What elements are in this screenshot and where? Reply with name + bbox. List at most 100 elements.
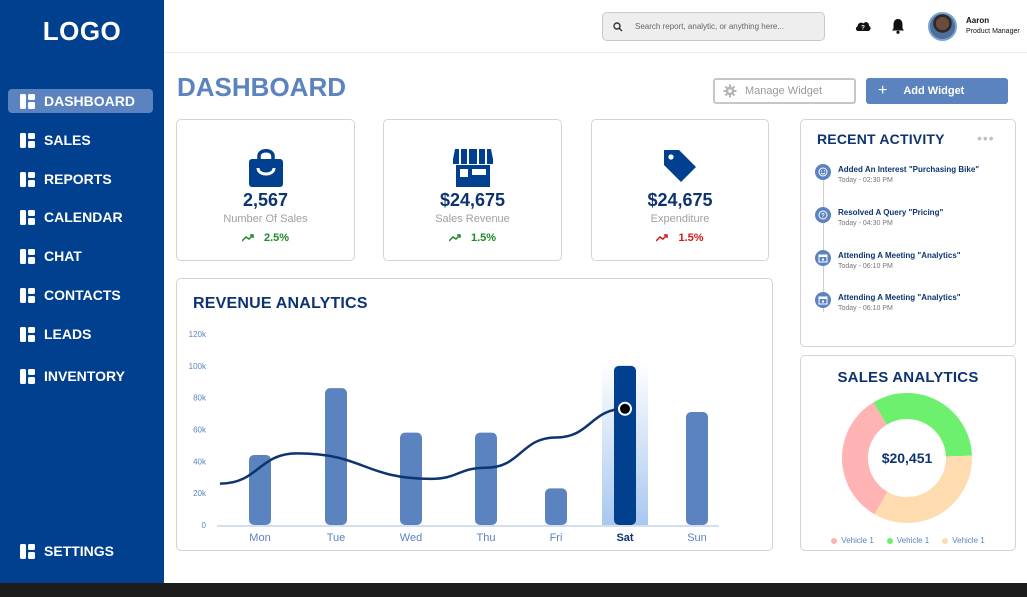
sidebar-item-label: CONTACTS [44, 287, 121, 303]
sidebar-item-label: REPORTS [44, 171, 112, 187]
bar [475, 432, 497, 525]
user-role: Product Manager [966, 28, 1020, 35]
search-box[interactable] [602, 12, 825, 41]
shopping-bag-icon [248, 149, 283, 187]
activity-time: Today - 06:10 PM [838, 305, 893, 312]
manage-widget-label: Manage Widget [745, 85, 823, 97]
dashboard-icon [20, 132, 35, 148]
y-tick-label: 20k [193, 489, 207, 498]
avatar[interactable] [928, 12, 957, 41]
search-input[interactable] [635, 22, 815, 31]
x-tick-label: Mon [249, 532, 270, 544]
sales-analytics-title: SALES ANALYTICS [837, 369, 979, 386]
cloud-help-icon[interactable]: ? [854, 17, 872, 35]
stat-label: Sales Revenue [435, 213, 510, 225]
dashboard-icon [20, 171, 35, 187]
timeline-line [823, 172, 824, 312]
x-tick-label: Sun [687, 532, 707, 544]
calendar-icon [815, 292, 831, 308]
stat-label: Number Of Sales [223, 213, 308, 225]
dashboard-icon [20, 209, 35, 225]
header-divider [164, 52, 1027, 53]
activity-title: Resolved A Query "Pricing" [838, 208, 944, 217]
recent-activity-card: RECENT ACTIVITY ••• Added An Interest "P… [800, 119, 1016, 347]
legend-item: Vehicle 1 [942, 536, 985, 545]
storefront-icon [452, 149, 493, 187]
sidebar-item-leads[interactable]: LEADS [8, 322, 153, 346]
sidebar-item-label: SALES [44, 132, 91, 148]
revenue-analytics-card: REVENUE ANALYTICS 0 20k 40k 60k 80k 100k 120k M… [176, 278, 773, 551]
dashboard-icon [20, 287, 35, 303]
trend-up-icon [241, 234, 254, 242]
smile-icon [815, 164, 831, 180]
activity-title: Added An Interest "Purchasing Bike" [838, 165, 980, 174]
svg-text:?: ? [821, 213, 825, 219]
x-tick-label: Sat [616, 532, 633, 544]
bottom-bar [0, 583, 1027, 597]
sidebar-item-inventory[interactable]: INVENTORY [8, 364, 153, 388]
stat-change: 2.5% [177, 232, 354, 244]
sidebar-item-label: INVENTORY [44, 368, 125, 384]
activity-item[interactable]: Attending A Meeting "Analytics" Today - … [815, 292, 1005, 322]
y-tick-label: 40k [193, 457, 207, 466]
calendar-icon [815, 250, 831, 266]
bar [545, 488, 567, 525]
sidebar-item-calendar[interactable]: CALENDAR [8, 205, 153, 229]
bar [249, 454, 271, 525]
logo: LOGO [42, 16, 122, 46]
bell-icon[interactable] [889, 17, 907, 35]
x-tick-label: Wed [400, 532, 422, 544]
sidebar-item-reports[interactable]: REPORTS [8, 167, 153, 191]
bar [614, 365, 636, 525]
legend-item: Vehicle 1 [831, 536, 874, 545]
manage-widget-button[interactable]: Manage Widget [713, 78, 856, 104]
dashboard-icon [20, 93, 35, 109]
page-title: DASHBOARD [177, 72, 346, 102]
gear-icon [723, 84, 737, 98]
chart-title: REVENUE ANALYTICS [193, 295, 368, 312]
activity-item[interactable]: ? Resolved A Query "Pricing" Today - 04:… [815, 207, 1005, 237]
x-tick-label: Thu [477, 532, 496, 544]
sidebar-item-sales[interactable]: SALES [8, 128, 153, 152]
user-name: Aaron [966, 16, 990, 25]
donut-slice [842, 393, 972, 523]
dashboard-icon [20, 248, 35, 264]
y-tick-label: 0 [202, 521, 207, 530]
donut-slice [842, 393, 972, 523]
revenue-bar-chart[interactable]: 0 20k 40k 60k 80k 100k 120k Mon Tue Wed Thu Fri Sat S… [177, 279, 772, 550]
sidebar-item-dashboard[interactable]: DASHBOARD [8, 89, 153, 113]
stat-change-value: 1.5% [678, 232, 704, 244]
dashboard-icon [20, 326, 35, 342]
bar [686, 411, 708, 525]
legend-item: Vehicle 1 [886, 536, 929, 545]
trend-up-icon [656, 234, 669, 242]
sidebar-item-label: SETTINGS [44, 543, 115, 559]
plus-icon: + [878, 82, 888, 99]
sidebar-item-label: LEADS [44, 326, 92, 342]
recent-activity-title: RECENT ACTIVITY [817, 131, 945, 147]
add-widget-button[interactable]: + Add Widget [866, 78, 1008, 104]
activity-item[interactable]: Attending A Meeting "Analytics" Today - … [815, 250, 1005, 280]
dashboard-icon [20, 543, 35, 559]
donut-legend: Vehicle 1 Vehicle 1 Vehicle 1 [801, 536, 1015, 545]
question-icon: ? [815, 207, 831, 223]
x-tick-label: Tue [327, 532, 346, 544]
stat-change: 1.5% [592, 232, 768, 244]
activity-title: Attending A Meeting "Analytics" [838, 293, 961, 302]
more-options-icon[interactable]: ••• [977, 130, 995, 146]
trend-up-icon [448, 234, 461, 242]
sales-donut-chart[interactable]: $20,451 [801, 386, 1017, 536]
stat-label: Expenditure [650, 213, 710, 225]
sidebar-item-settings[interactable]: SETTINGS [8, 539, 153, 563]
sidebar-item-contacts[interactable]: CONTACTS [8, 283, 153, 307]
stat-value: 2,567 [242, 190, 289, 210]
activity-title: Attending A Meeting "Analytics" [838, 251, 961, 260]
sidebar-item-chat[interactable]: CHAT [8, 244, 153, 268]
trend-marker [620, 403, 630, 414]
sidebar-item-label: DASHBOARD [44, 93, 135, 109]
activity-item[interactable]: Added An Interest "Purchasing Bike" Toda… [815, 164, 1005, 194]
y-tick-label: 80k [193, 394, 207, 403]
stat-change: 1.5% [384, 232, 561, 244]
activity-time: Today - 06:10 PM [838, 263, 893, 270]
price-tag-icon [664, 150, 696, 182]
